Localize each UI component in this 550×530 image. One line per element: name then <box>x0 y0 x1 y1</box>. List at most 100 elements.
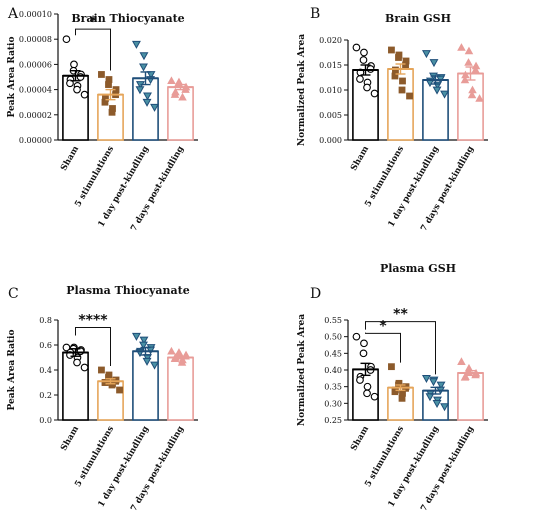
y-axis-label: Normalized Peak Area <box>297 314 307 426</box>
data-point <box>142 98 152 107</box>
data-point <box>440 90 450 99</box>
panel-b: B Brain GSH Normalized Peak Area 0.000 0.005… <box>297 6 488 233</box>
y-axis-label: Peak Area Ratio <box>7 37 17 118</box>
y-tick-label: 0.00000 <box>19 136 52 145</box>
data-point <box>429 378 438 387</box>
panel-a: A Brain Thiocyanate Peak Area Ratio 0.00000… <box>7 6 198 233</box>
data-point <box>406 92 413 100</box>
y-axis-label: Peak Area Ratio <box>7 330 17 411</box>
data-point <box>101 379 109 386</box>
data-point <box>467 90 477 99</box>
data-point <box>142 357 152 366</box>
data-point <box>359 56 368 64</box>
significance-label: * <box>89 14 97 30</box>
data-point <box>370 89 379 98</box>
significance-bracket <box>365 321 436 375</box>
panel-letter: A <box>7 6 19 22</box>
x-tick-label: Sham <box>59 145 81 173</box>
data-point <box>391 388 399 396</box>
y-tick-label: 0.40 <box>324 366 342 375</box>
data-point <box>131 332 141 341</box>
data-point <box>139 341 148 350</box>
y-tick-label: 0.005 <box>319 111 342 120</box>
chart-title: Brain GSH <box>385 12 451 25</box>
data-point <box>356 75 364 83</box>
data-point <box>464 58 473 66</box>
y-tick-label: 0.00008 <box>19 35 52 44</box>
data-point <box>388 46 395 54</box>
y-tick-label: 0.00006 <box>19 60 52 69</box>
data-point <box>363 389 371 398</box>
y-tick-label: 0.00002 <box>19 111 52 120</box>
chart-title: Plasma GSH <box>380 262 456 275</box>
y-tick-label: 0.015 <box>319 61 342 70</box>
y-tick-label: 0.45 <box>324 349 342 358</box>
data-point <box>143 92 152 101</box>
data-point <box>352 332 361 341</box>
data-point <box>457 43 466 51</box>
data-point <box>108 108 116 116</box>
data-point <box>356 376 364 384</box>
data-point <box>402 61 409 69</box>
data-point <box>139 63 148 72</box>
data-point <box>432 86 442 95</box>
data-point <box>475 94 484 102</box>
significance-bracket <box>75 327 111 366</box>
y-tick-label: 0.35 <box>324 383 342 392</box>
data-point <box>146 71 156 80</box>
significance-bracket <box>365 332 401 363</box>
data-point <box>62 35 71 44</box>
data-point <box>457 357 466 365</box>
significance-bracket <box>75 28 111 71</box>
data-point <box>177 358 187 366</box>
data-point <box>116 386 123 394</box>
data-point <box>429 59 439 68</box>
panel-d: D Plasma GSH Normalized Peak Area 0.25 0.30 0… <box>297 262 488 513</box>
bar-7-days-post-kindling <box>167 356 194 421</box>
data-point <box>62 343 71 352</box>
data-point <box>98 366 105 374</box>
data-point <box>395 54 402 61</box>
bar-7-days-post-kindling <box>457 372 484 421</box>
data-point <box>73 85 81 94</box>
data-point <box>135 86 145 95</box>
bar-1-day-post-kindling <box>422 389 449 421</box>
data-point <box>101 98 109 106</box>
y-axis-label: Normalized Peak Area <box>297 34 307 146</box>
panel-letter: D <box>310 286 321 302</box>
y-tick-label: 0.000 <box>319 136 342 145</box>
data-point <box>360 48 368 57</box>
x-tick-label: Sham <box>59 425 81 453</box>
data-point <box>76 73 85 81</box>
data-point <box>363 83 371 92</box>
panel-letter: C <box>8 286 19 302</box>
data-point <box>436 381 446 390</box>
data-point <box>150 361 160 370</box>
y-tick-label: 0.55 <box>324 316 342 325</box>
data-point <box>150 103 160 112</box>
chart-title: Plasma Thiocyanate <box>66 284 190 297</box>
data-point <box>70 60 78 69</box>
data-point <box>80 363 89 372</box>
data-point <box>391 72 399 80</box>
data-point <box>139 336 149 345</box>
data-point <box>167 76 176 85</box>
y-tick-label: 0.020 <box>319 36 342 45</box>
data-point <box>370 392 379 401</box>
data-point <box>170 90 180 98</box>
panel-c: C Plasma Thiocyanate Peak Area Ratio 0.0 0.2… <box>7 284 198 513</box>
y-tick-label: 0.30 <box>324 399 342 408</box>
significance-label: **** <box>78 313 108 329</box>
data-point <box>421 50 431 59</box>
significance-label: ** <box>393 307 408 323</box>
data-point <box>432 399 442 408</box>
panel-letter: B <box>310 6 320 22</box>
data-point <box>398 86 406 94</box>
y-tick-label: 0.25 <box>324 416 342 425</box>
y-tick-label: 0.0 <box>39 416 52 425</box>
y-tick-label: 0.8 <box>39 316 52 325</box>
data-point <box>139 52 149 61</box>
bar-7-days-post-kindling <box>457 72 484 141</box>
significance-label: * <box>379 318 387 334</box>
y-tick-label: 0.2 <box>39 391 52 400</box>
